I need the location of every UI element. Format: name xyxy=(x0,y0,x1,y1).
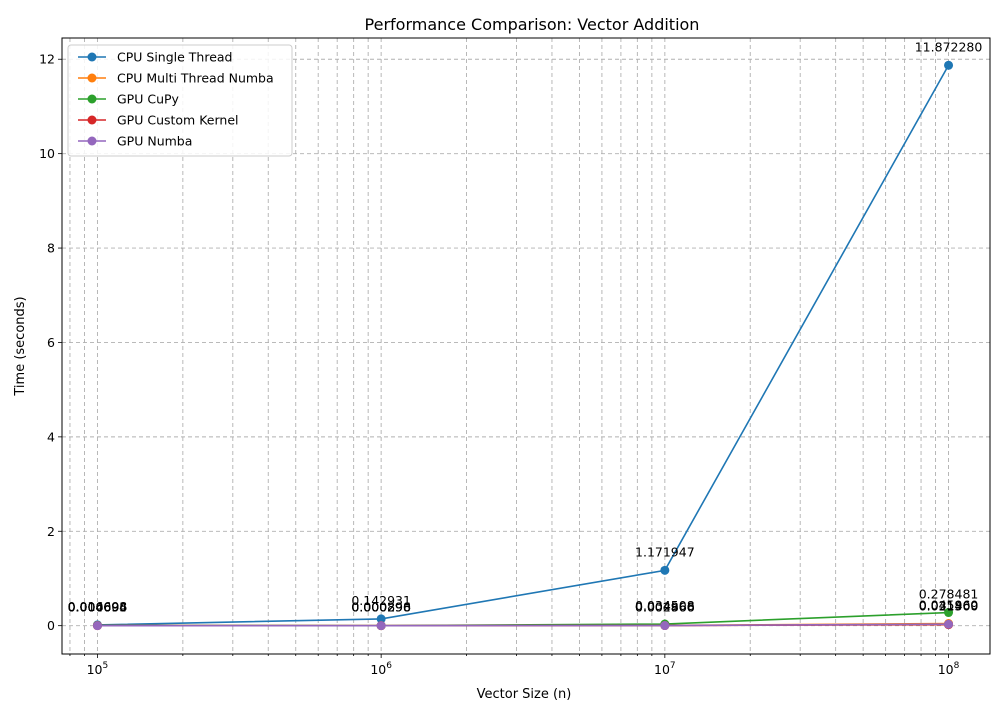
point-label: 0.016698 xyxy=(68,599,128,614)
data-point xyxy=(376,614,386,624)
legend-label: CPU Single Thread xyxy=(117,50,233,65)
point-label: 0.045960 xyxy=(919,598,979,613)
point-label: 11.872280 xyxy=(915,39,983,54)
legend-box xyxy=(67,44,293,157)
x-tick-exponent: 6 xyxy=(386,661,392,671)
x-tick-exponent: 7 xyxy=(670,661,676,671)
y-tick-label: 6 xyxy=(47,335,55,350)
series-line-0 xyxy=(97,64,950,626)
legend-marker xyxy=(87,136,97,146)
point-label: 0.002866 xyxy=(635,600,695,615)
point-label: 0.278481 xyxy=(919,587,979,602)
legend-label: GPU CuPy xyxy=(117,92,180,107)
x-tick-base: 10 xyxy=(370,662,386,677)
x-axis-label: Vector Size (n) xyxy=(477,687,572,702)
data-point xyxy=(944,619,954,629)
x-tick-base: 10 xyxy=(654,662,670,677)
point-label: 0.142931 xyxy=(351,593,411,608)
point-label: 0.002866 xyxy=(635,600,695,615)
data-point xyxy=(376,621,386,631)
grid xyxy=(62,38,990,654)
data-point xyxy=(660,621,670,631)
point-label: 0.000694 xyxy=(68,600,128,615)
y-axis-label: Time (seconds) xyxy=(13,296,28,396)
x-tick-label: 105 xyxy=(87,661,109,677)
x-tick-base: 10 xyxy=(938,662,954,677)
x-tick-exponent: 5 xyxy=(103,661,109,671)
point-label: 0.021500 xyxy=(919,599,979,614)
data-point xyxy=(944,60,954,70)
legend-marker xyxy=(87,73,97,83)
x-tick-base: 10 xyxy=(87,662,103,677)
point-label: 0.031469 xyxy=(919,598,979,613)
x-tick-label: 108 xyxy=(938,661,960,677)
point-label: 0.004960 xyxy=(635,599,695,614)
data-point xyxy=(944,608,954,618)
data-point xyxy=(660,565,670,575)
x-tick-label: 106 xyxy=(370,661,392,677)
y-tick-label: 0 xyxy=(47,618,55,633)
data-labels: 0.016698 0.142931 1.171947 11.872280 0.00469… xyxy=(68,39,983,614)
x-tick-label: 107 xyxy=(654,661,676,677)
plot-frame xyxy=(61,37,991,655)
point-label: 0.000606 xyxy=(68,600,128,615)
point-label: 0.004694 xyxy=(68,599,128,614)
series-layer xyxy=(92,60,954,631)
point-label: 1.171947 xyxy=(635,544,695,559)
point-label: 0.034508 xyxy=(635,598,695,613)
point-label: 0.000296 xyxy=(351,600,411,615)
y-tick-label: 4 xyxy=(47,429,55,444)
chart-title: Performance Comparison: Vector Addition xyxy=(365,15,700,34)
legend-label: CPU Multi Thread Numba xyxy=(117,71,274,86)
series-line-4 xyxy=(97,623,949,627)
point-label: 0.000298 xyxy=(351,600,411,615)
y-tick-label: 12 xyxy=(39,52,55,67)
legend-label: GPU Numba xyxy=(117,134,192,149)
x-tick-exponent: 8 xyxy=(954,661,960,671)
y-tick-label: 10 xyxy=(39,146,55,161)
point-label: 0.000890 xyxy=(351,600,411,615)
legend-marker xyxy=(87,94,97,104)
y-tick-label: 8 xyxy=(47,241,55,256)
point-label: 0.000296 xyxy=(351,600,411,615)
point-label: 0.004095 xyxy=(68,599,128,614)
legend-marker xyxy=(87,115,97,125)
legend: CPU Single Thread CPU Multi Thread Numba G… xyxy=(67,44,293,157)
data-point xyxy=(92,621,102,631)
legend-marker xyxy=(87,52,97,62)
y-tick-label: 2 xyxy=(47,524,55,539)
legend-label: GPU Custom Kernel xyxy=(117,113,238,128)
